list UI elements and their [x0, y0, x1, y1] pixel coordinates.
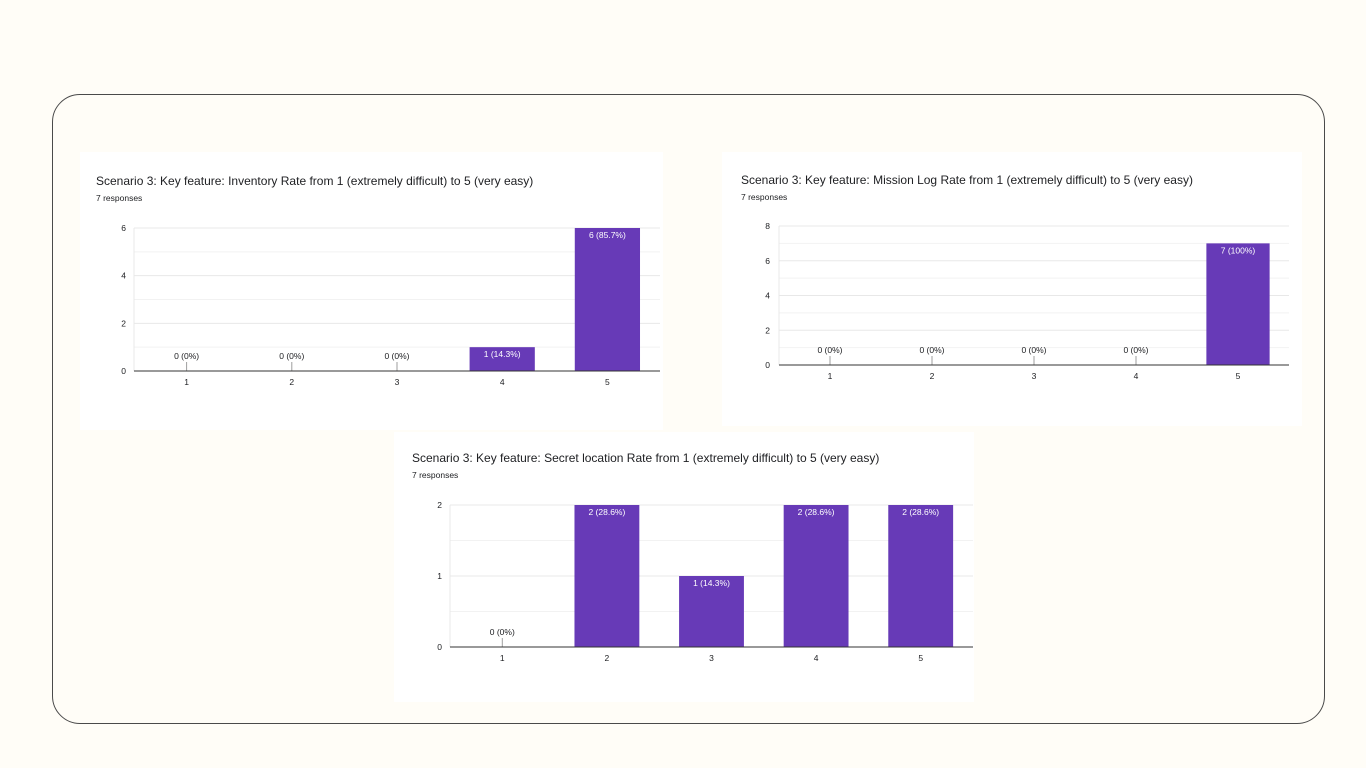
- x-tick-label: 4: [814, 653, 819, 663]
- y-tick-label: 8: [765, 221, 770, 231]
- chart-card-secret-location: Scenario 3: Key feature: Secret location…: [394, 432, 974, 702]
- data-label: 0 (0%): [279, 351, 304, 361]
- x-tick-label: 2: [289, 377, 294, 387]
- y-tick-label: 1: [437, 571, 442, 581]
- data-label: 7 (100%): [1221, 245, 1256, 255]
- y-tick-label: 0: [121, 366, 126, 376]
- y-tick-label: 0: [765, 360, 770, 370]
- bar: [574, 505, 640, 647]
- bar: [1206, 243, 1270, 365]
- y-tick-label: 2: [121, 318, 126, 328]
- y-tick-label: 4: [121, 271, 126, 281]
- x-tick-label: 4: [500, 377, 505, 387]
- x-tick-label: 5: [605, 377, 610, 387]
- data-label: 2 (28.6%): [902, 507, 939, 517]
- y-tick-label: 0: [437, 642, 442, 652]
- bar: [679, 576, 744, 647]
- x-tick-label: 3: [1032, 371, 1037, 381]
- x-tick-label: 2: [930, 371, 935, 381]
- data-label: 0 (0%): [384, 351, 409, 361]
- data-label: 0 (0%): [1123, 345, 1148, 355]
- y-tick-label: 6: [765, 256, 770, 266]
- y-tick-label: 2: [437, 500, 442, 510]
- bar-chart-mission-log: 0 2 4 6 8 0 (0%) 1 0 (0%) 2 0 (0%) 3 0 (0%) 4 7 (100%…: [765, 221, 1289, 381]
- x-tick-label: 2: [605, 653, 610, 663]
- y-tick-label: 4: [765, 291, 770, 301]
- x-tick-label: 3: [395, 377, 400, 387]
- chart-card-mission-log: Scenario 3: Key feature: Mission Log Rat…: [722, 152, 1302, 426]
- data-label: 1 (14.3%): [693, 578, 730, 588]
- x-tick-label: 1: [500, 653, 505, 663]
- chart-title: Scenario 3: Key feature: Mission Log Rat…: [741, 173, 1193, 187]
- data-label: 0 (0%): [490, 627, 515, 637]
- y-tick-label: 2: [765, 325, 770, 335]
- data-label: 0 (0%): [1021, 345, 1046, 355]
- chart-title: Scenario 3: Key feature: Secret location…: [412, 451, 880, 465]
- response-count: 7 responses: [741, 192, 788, 202]
- data-label: 2 (28.6%): [588, 507, 625, 517]
- data-label: 6 (85.7%): [589, 230, 626, 240]
- x-tick-label: 5: [1236, 371, 1241, 381]
- bar: [888, 505, 954, 647]
- data-label: 1 (14.3%): [484, 349, 521, 359]
- chart-title: Scenario 3: Key feature: Inventory Rate …: [96, 174, 534, 188]
- bar-chart-secret-location: 0 1 2 0 (0%) 1 2 (28.6%) 2 1 (14.3%) 3 2 (28.6%) 4…: [437, 500, 973, 663]
- x-tick-label: 4: [1134, 371, 1139, 381]
- bar: [469, 347, 535, 371]
- response-count: 7 responses: [96, 193, 143, 203]
- x-tick-label: 1: [828, 371, 833, 381]
- x-tick-label: 5: [918, 653, 923, 663]
- bar-chart-inventory: 0 2 4 6 0 (0%) 1 0 (0%) 2 0 (0%) 3 1 (14.3%) 4 6 (85…: [121, 223, 660, 387]
- data-label: 0 (0%): [919, 345, 944, 355]
- response-count: 7 responses: [412, 470, 459, 480]
- chart-card-inventory: Scenario 3: Key feature: Inventory Rate …: [80, 152, 663, 430]
- data-label: 0 (0%): [174, 351, 199, 361]
- bar: [783, 505, 849, 647]
- data-label: 0 (0%): [817, 345, 842, 355]
- data-label: 2 (28.6%): [798, 507, 835, 517]
- x-tick-label: 1: [184, 377, 189, 387]
- y-tick-label: 6: [121, 223, 126, 233]
- bar: [574, 228, 641, 371]
- x-tick-label: 3: [709, 653, 714, 663]
